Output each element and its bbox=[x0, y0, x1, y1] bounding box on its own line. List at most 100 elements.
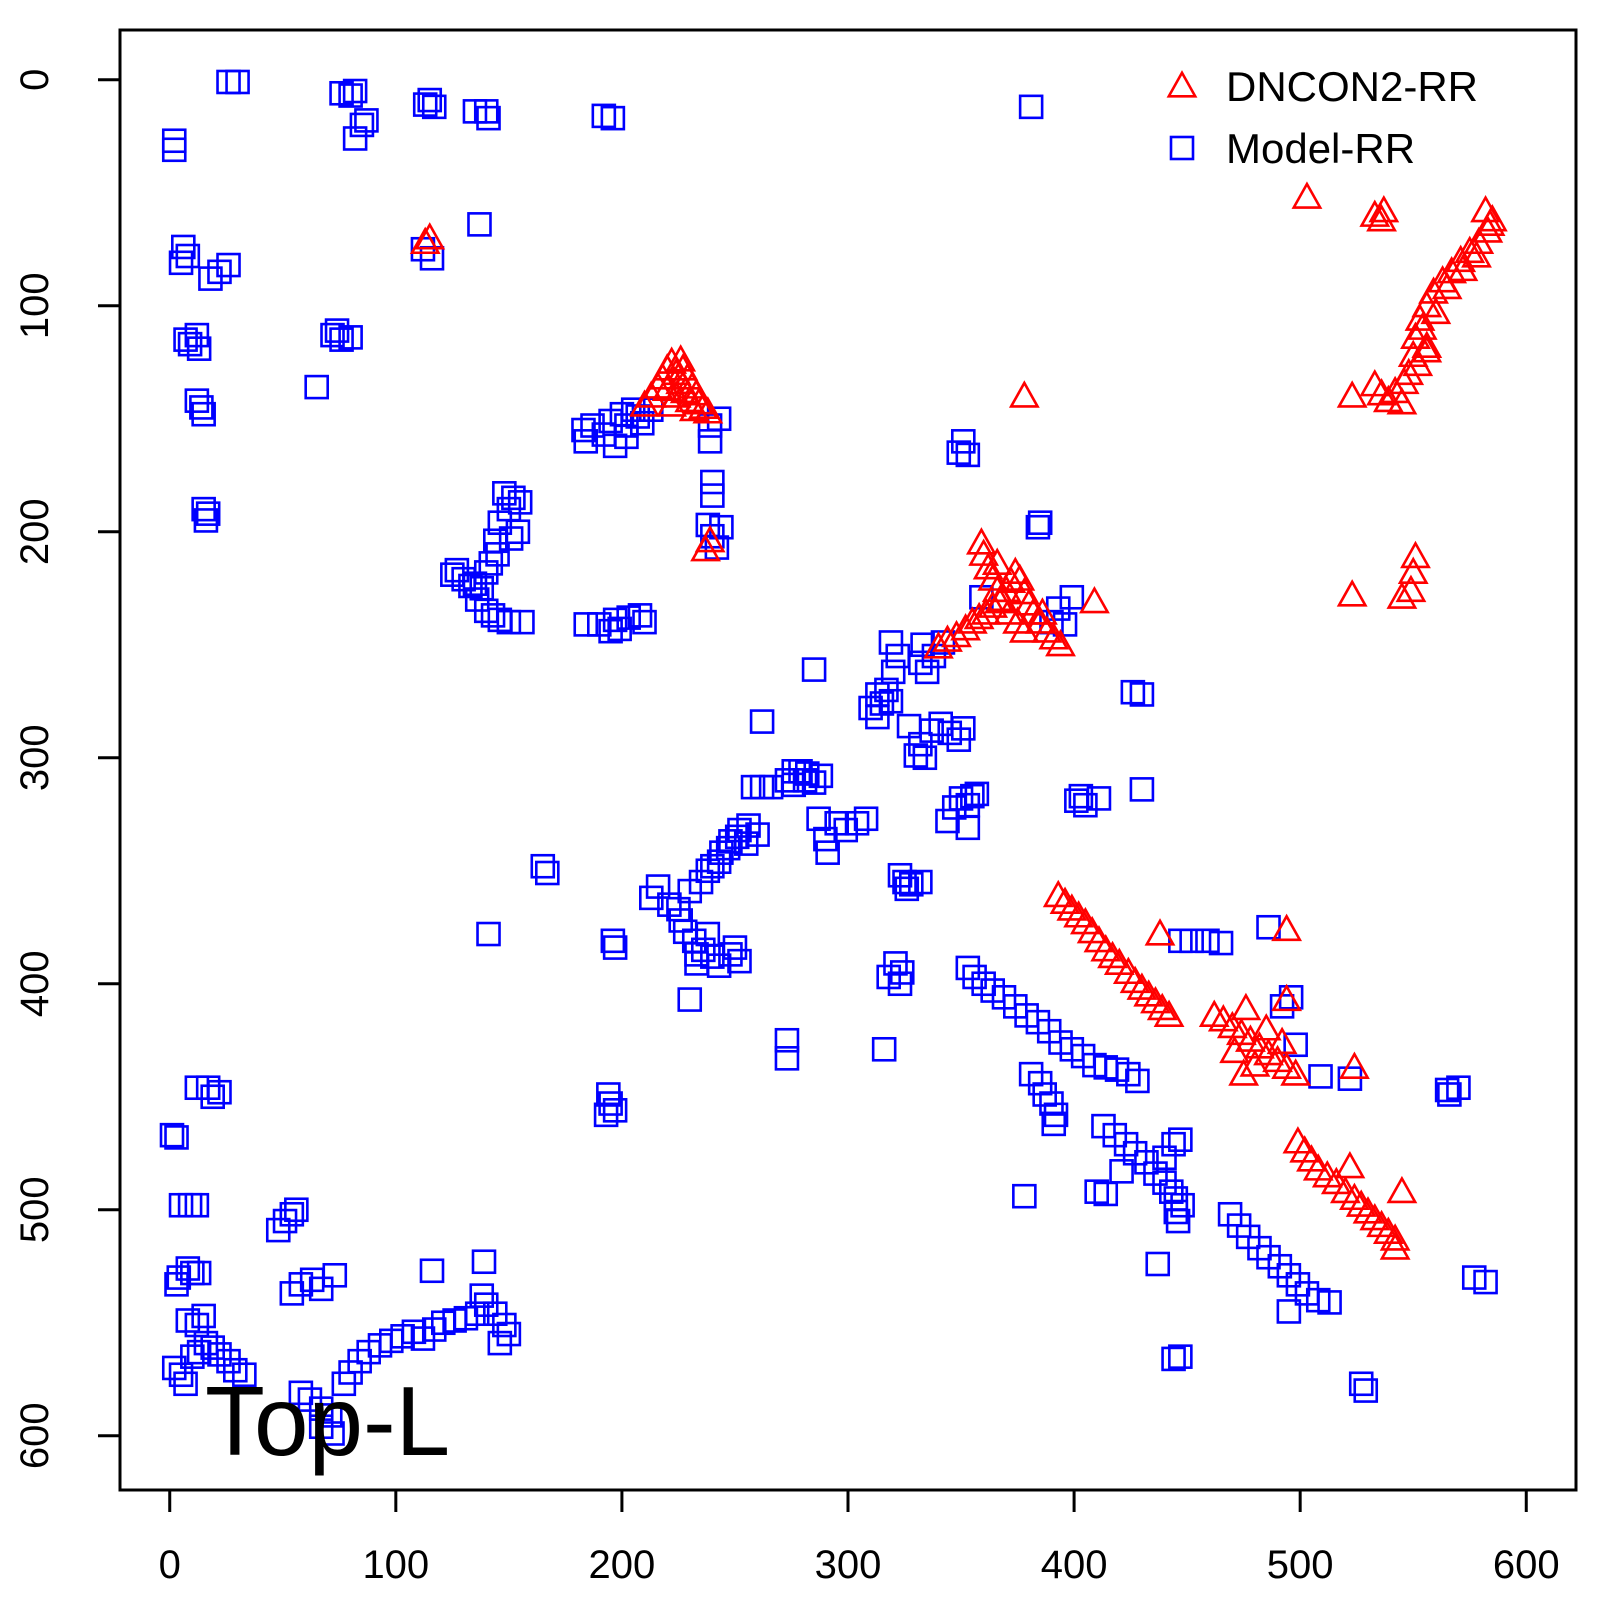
dncon2-rr-point bbox=[409, 226, 441, 255]
model-rr-point bbox=[168, 250, 194, 276]
model-rr-point bbox=[232, 1362, 257, 1388]
dncon2-rr-point bbox=[1461, 240, 1492, 268]
model-rr-point bbox=[632, 609, 657, 635]
model-rr-point bbox=[865, 704, 890, 730]
dncon2-rr-point bbox=[1119, 965, 1151, 994]
model-rr-point bbox=[908, 869, 933, 895]
y-axis: 0 100 200 300 400 500 600 bbox=[13, 69, 122, 1469]
model-rr-point bbox=[207, 259, 232, 285]
dncon2-rr-point bbox=[1339, 1182, 1370, 1211]
dncon2-rr-point bbox=[1219, 1035, 1251, 1064]
model-rr-point bbox=[792, 768, 818, 793]
legend-square-icon bbox=[1169, 135, 1195, 161]
model-rr-point bbox=[505, 519, 531, 545]
model-rr-point bbox=[492, 481, 517, 506]
model-rr-point bbox=[487, 1330, 513, 1356]
dncon2-rr-point bbox=[956, 606, 988, 634]
model-rr-point bbox=[684, 951, 709, 976]
model-rr-point bbox=[1353, 1378, 1379, 1403]
model-rr-point bbox=[338, 325, 363, 350]
x-tick-label: 300 bbox=[815, 1543, 882, 1587]
model-rr-point bbox=[724, 824, 750, 850]
model-rr-point bbox=[186, 336, 212, 361]
dncon2-rr-point bbox=[1339, 1051, 1370, 1079]
model-rr-point bbox=[320, 1421, 345, 1446]
model-rr-point bbox=[1125, 1068, 1150, 1094]
model-rr-point bbox=[749, 709, 775, 734]
model-rr-point bbox=[600, 928, 626, 954]
dncon2-rr-point bbox=[656, 389, 688, 417]
model-rr-point bbox=[225, 69, 250, 95]
model-rr-point bbox=[727, 948, 752, 974]
dncon2-rr-point bbox=[1230, 992, 1262, 1021]
model-rr-point bbox=[1165, 1208, 1191, 1234]
dncon2-rr-point bbox=[1042, 879, 1074, 908]
series-model-rr bbox=[159, 69, 1498, 1446]
model-rr-point bbox=[627, 603, 653, 628]
model-rr-point bbox=[1317, 1290, 1342, 1315]
dncon2-rr-point bbox=[1038, 622, 1070, 650]
model-rr-point bbox=[774, 1046, 800, 1071]
model-rr-point bbox=[697, 413, 723, 438]
dncon2-rr-point bbox=[1291, 181, 1323, 209]
dncon2-rr-point bbox=[1368, 194, 1400, 223]
model-rr-point bbox=[964, 781, 990, 807]
model-rr-point bbox=[510, 609, 535, 635]
x-tick-label: 400 bbox=[1041, 1543, 1108, 1587]
series-dncon2-rr bbox=[409, 181, 1508, 1260]
model-rr-point bbox=[1116, 1061, 1141, 1087]
model-rr-point bbox=[722, 935, 748, 960]
model-rr-point bbox=[419, 245, 445, 271]
dncon2-rr-point bbox=[1140, 985, 1171, 1014]
dncon2-rr-point bbox=[1329, 1175, 1361, 1204]
model-rr-point bbox=[417, 87, 443, 113]
dncon2-rr-point bbox=[1359, 1202, 1391, 1231]
model-rr-point bbox=[691, 937, 716, 963]
model-rr-point bbox=[733, 831, 759, 856]
dncon2-rr-point bbox=[972, 552, 1004, 580]
model-rr-point bbox=[207, 1079, 232, 1105]
y-tick-label: 0 bbox=[13, 69, 57, 91]
dncon2-rr-point bbox=[1411, 335, 1443, 363]
model-rr-point bbox=[697, 429, 723, 454]
model-rr-point bbox=[288, 1380, 314, 1406]
model-rr-point bbox=[1041, 1111, 1067, 1137]
dncon2-rr-point bbox=[665, 344, 697, 372]
y-tick-label: 200 bbox=[13, 498, 57, 565]
model-rr-point bbox=[955, 955, 981, 981]
model-rr-point bbox=[184, 322, 210, 348]
model-rr-point bbox=[815, 840, 840, 865]
model-rr-point bbox=[912, 745, 938, 771]
model-rr-point bbox=[602, 935, 628, 960]
model-rr-point bbox=[1120, 679, 1146, 705]
dncon2-rr-point bbox=[1027, 597, 1058, 625]
model-rr-point bbox=[801, 770, 827, 795]
model-rr-point bbox=[937, 720, 963, 746]
model-rr-point bbox=[960, 783, 985, 809]
model-rr-point bbox=[175, 243, 201, 269]
dncon2-rr-point bbox=[1366, 1209, 1397, 1238]
dncon2-rr-point bbox=[1146, 992, 1178, 1021]
model-rr-point bbox=[935, 808, 960, 834]
dncon2-rr-point bbox=[1133, 979, 1165, 1007]
dncon2-rr-point bbox=[1400, 321, 1431, 349]
model-rr-point bbox=[480, 603, 506, 628]
model-rr-point bbox=[602, 1098, 628, 1123]
dncon2-rr-point bbox=[1352, 1196, 1384, 1224]
model-rr-point bbox=[320, 322, 345, 348]
legend-triangle-icon bbox=[1166, 70, 1198, 98]
model-rr-point bbox=[1168, 1127, 1193, 1152]
model-rr-point bbox=[1113, 1131, 1139, 1157]
dncon2-rr-point bbox=[1153, 999, 1185, 1027]
model-rr-point bbox=[869, 691, 895, 716]
model-rr-point bbox=[473, 1292, 499, 1317]
model-rr-point bbox=[1437, 1082, 1462, 1107]
dncon2-rr-point bbox=[1334, 1150, 1366, 1179]
model-rr-point bbox=[1170, 1192, 1195, 1218]
model-rr-point bbox=[749, 774, 775, 800]
y-tick-label: 100 bbox=[13, 272, 57, 339]
model-rr-point bbox=[962, 964, 987, 990]
model-rr-point bbox=[444, 557, 470, 583]
model-rr-point bbox=[189, 395, 214, 420]
